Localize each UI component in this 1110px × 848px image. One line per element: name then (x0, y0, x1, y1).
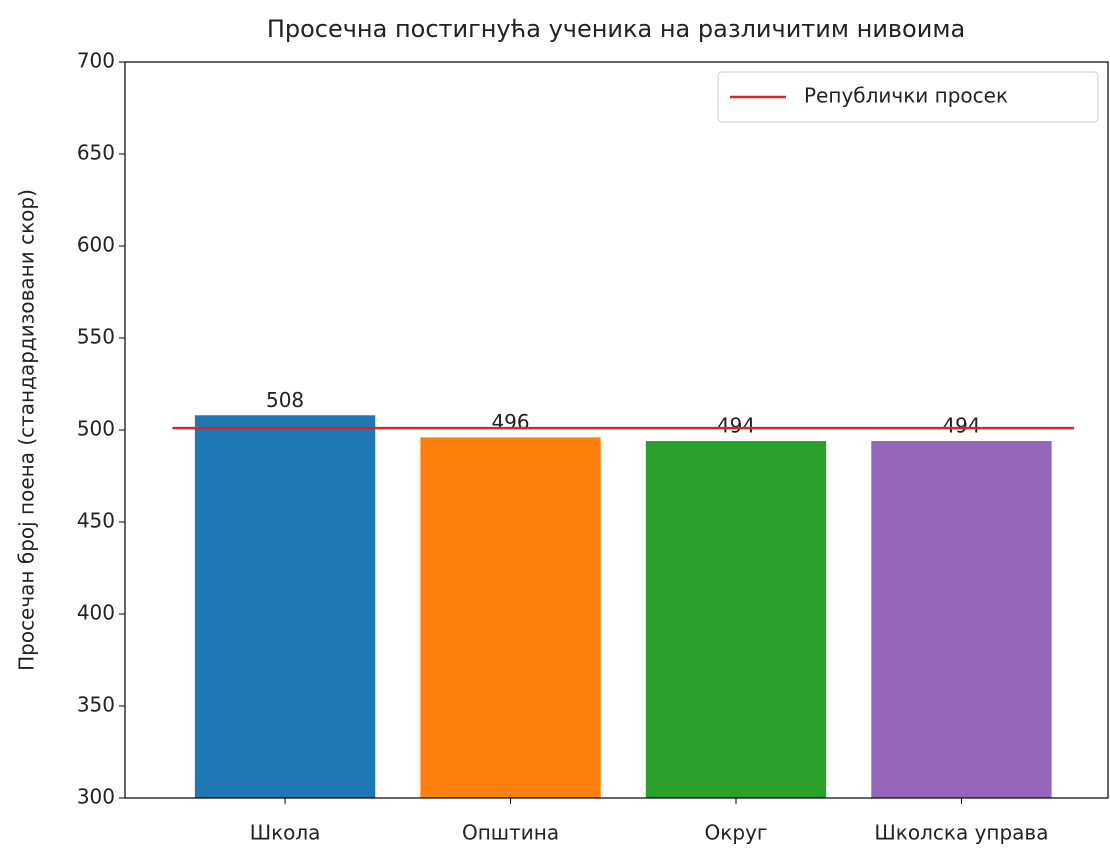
bar (420, 437, 601, 798)
y-tick-label: 700 (77, 49, 115, 73)
x-tick-label: Округ (705, 821, 768, 845)
axes-frame (124, 61, 1109, 799)
bar-value-label: 508 (266, 388, 304, 412)
y-tick-label: 650 (77, 141, 115, 165)
y-tick-label: 600 (77, 233, 115, 257)
y-tick-label: 300 (77, 785, 115, 809)
bar (194, 415, 376, 798)
bar-value-label: 494 (942, 414, 980, 438)
legend-label: Републички просек (804, 84, 1008, 108)
x-tick-label: Општина (462, 821, 559, 845)
bar-value-label: 494 (717, 414, 755, 438)
y-tick-label: 550 (77, 325, 115, 349)
x-tick-label: Школа (250, 821, 321, 845)
y-tick-label: 400 (77, 601, 115, 625)
y-axis-label: Просечан број поена (стандардизовани ско… (15, 189, 39, 671)
y-tick-label: 350 (77, 693, 115, 717)
y-tick-label: 500 (77, 417, 115, 441)
bar (645, 441, 827, 798)
legend-box (717, 71, 1099, 123)
y-tick-label: 450 (77, 509, 115, 533)
bar-value-label: 496 (491, 410, 529, 434)
bar (871, 441, 1052, 798)
x-tick-label: Школска управа (874, 821, 1048, 845)
chart-title: Просечна постигнућа ученика на различити… (267, 15, 965, 43)
